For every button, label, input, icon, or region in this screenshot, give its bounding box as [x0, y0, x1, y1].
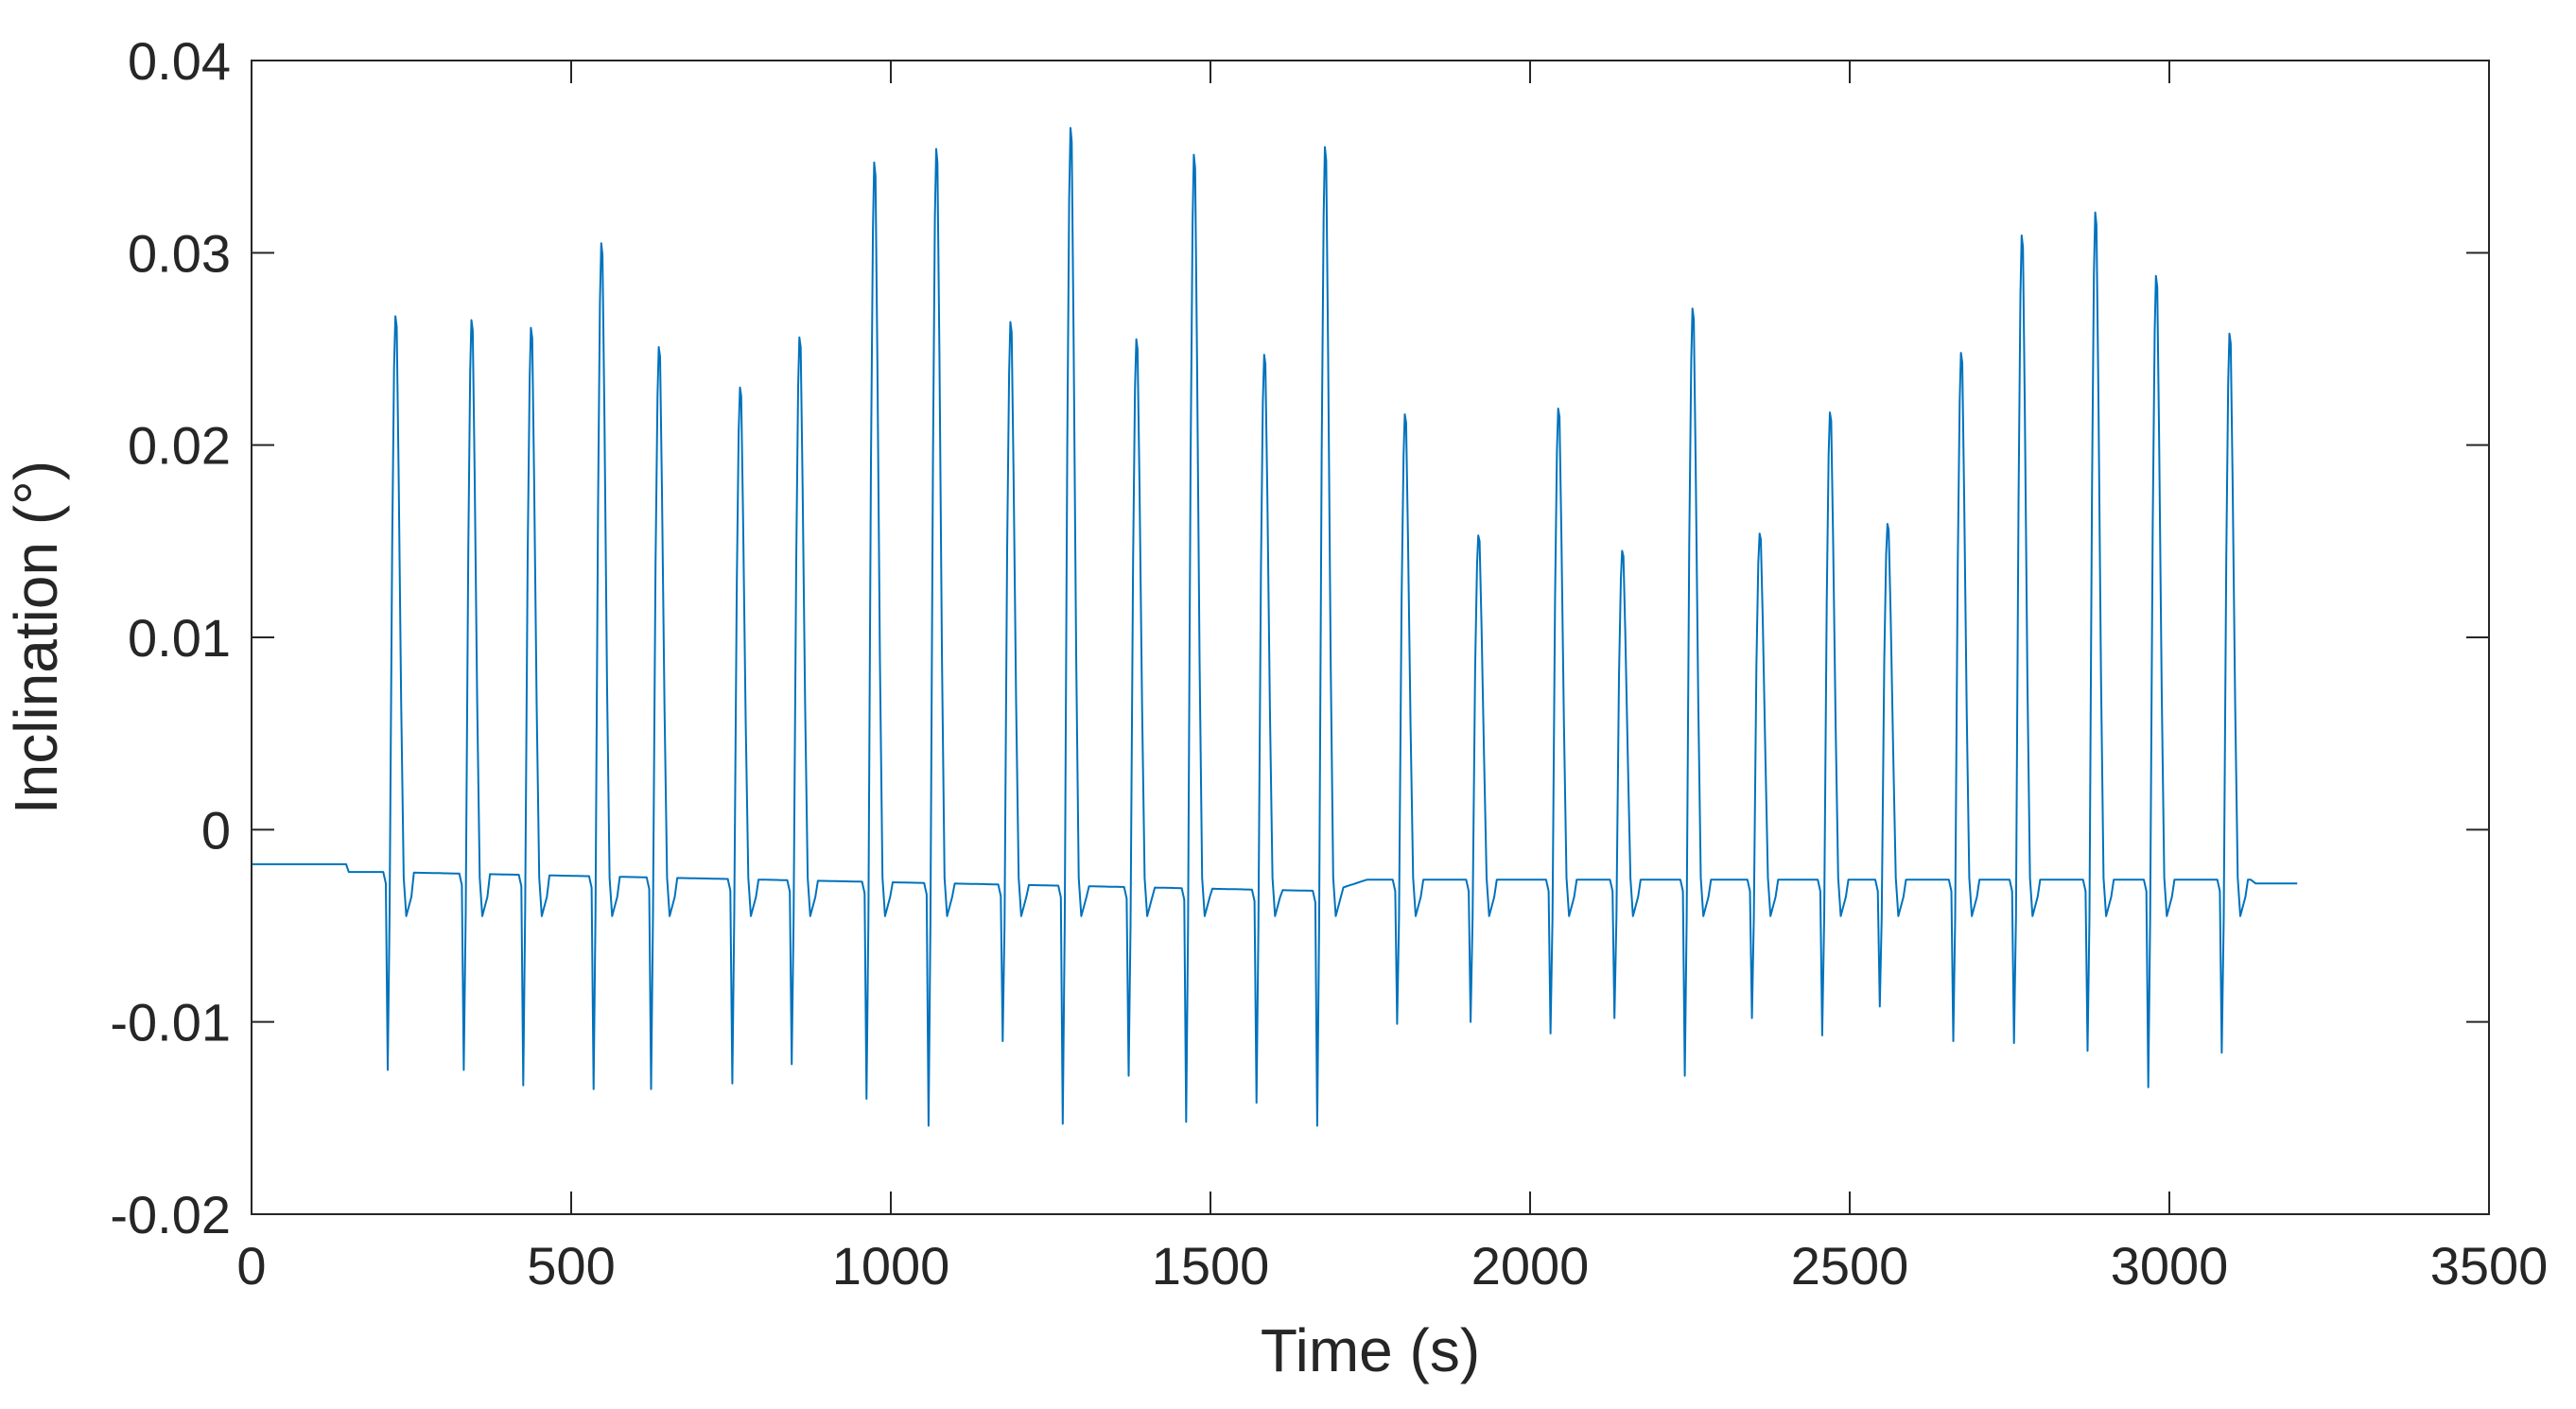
x-tick-label: 2000 — [1471, 1236, 1590, 1296]
y-tick-label: 0 — [201, 800, 231, 860]
y-tick-label: -0.02 — [110, 1185, 231, 1244]
x-tick-label: 500 — [527, 1236, 615, 1296]
inclination-series-line — [252, 127, 2298, 1127]
x-axis-title: Time (s) — [1261, 1316, 1480, 1384]
x-tick-label: 1000 — [832, 1236, 950, 1296]
x-tick-label: 1500 — [1152, 1236, 1270, 1296]
y-axis-title: Inclination (°) — [2, 461, 70, 814]
x-tick-label: 3500 — [2430, 1236, 2549, 1296]
y-tick-label: 0.04 — [128, 31, 231, 91]
plot-line-layer — [252, 127, 2298, 1127]
y-tick-label: -0.01 — [110, 993, 231, 1052]
x-tick-label: 2500 — [1791, 1236, 1909, 1296]
x-axis-ticks: 0 500 1000 1500 2000 2500 3000 3500 — [236, 61, 2548, 1296]
y-tick-label: 0.01 — [128, 608, 231, 668]
x-tick-label: 3000 — [2111, 1236, 2229, 1296]
y-tick-label: 0.02 — [128, 416, 231, 476]
y-axis-ticks: -0.02 -0.01 0 0.01 0.02 0.03 0.04 — [110, 31, 2489, 1244]
y-tick-label: 0.03 — [128, 223, 231, 283]
x-tick-label: 0 — [236, 1236, 266, 1296]
